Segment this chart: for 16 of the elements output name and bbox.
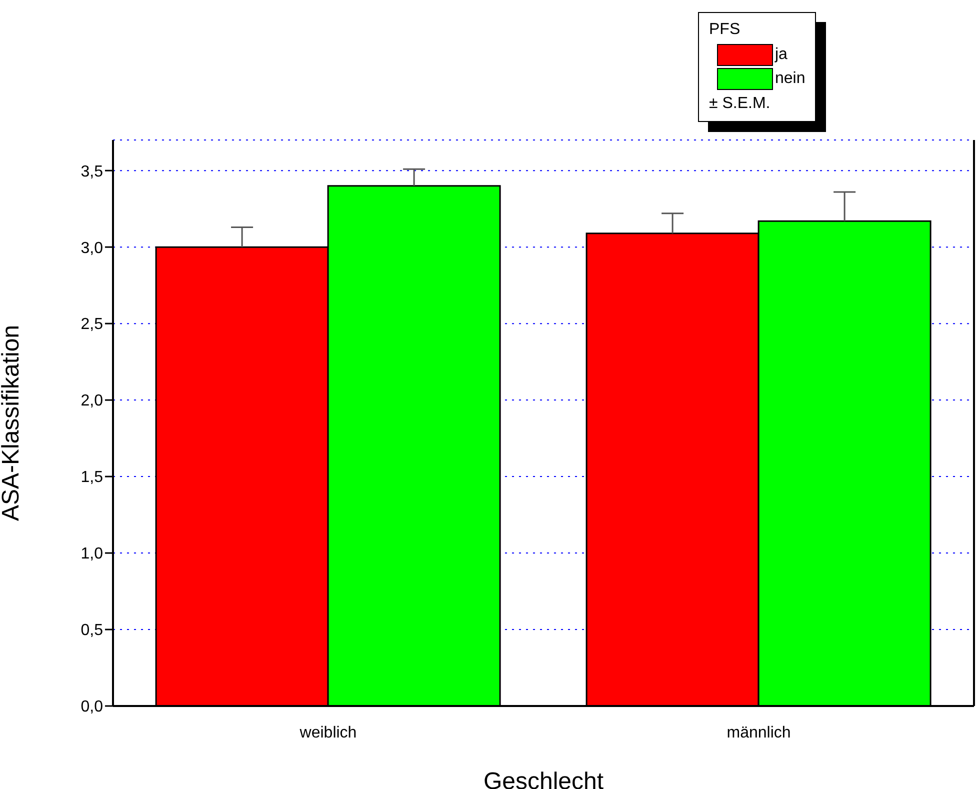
- x-tick-label: männlich: [726, 724, 791, 742]
- y-axis-title: ASA-Klassifikation: [0, 324, 25, 522]
- y-tick-label: 1,0: [80, 546, 104, 563]
- y-tick-label: 2,0: [80, 392, 104, 410]
- x-axis-title: Geschlecht: [483, 768, 604, 789]
- x-tick-label: weiblich: [298, 724, 357, 742]
- y-tick-label: 3,5: [80, 163, 104, 180]
- legend-label: ja: [775, 46, 788, 64]
- y-tick-label: 2,5: [80, 316, 104, 334]
- legend-label: nein: [775, 70, 806, 88]
- legend-title: PFS: [709, 21, 742, 39]
- y-tick-label: 0,5: [80, 622, 104, 640]
- y-tick-label: 1,5: [80, 469, 104, 486]
- y-tick-label: 3,0: [80, 240, 104, 257]
- y-tick-label: 0,0: [80, 698, 104, 716]
- text: ± S.E.M.: [709, 95, 772, 113]
